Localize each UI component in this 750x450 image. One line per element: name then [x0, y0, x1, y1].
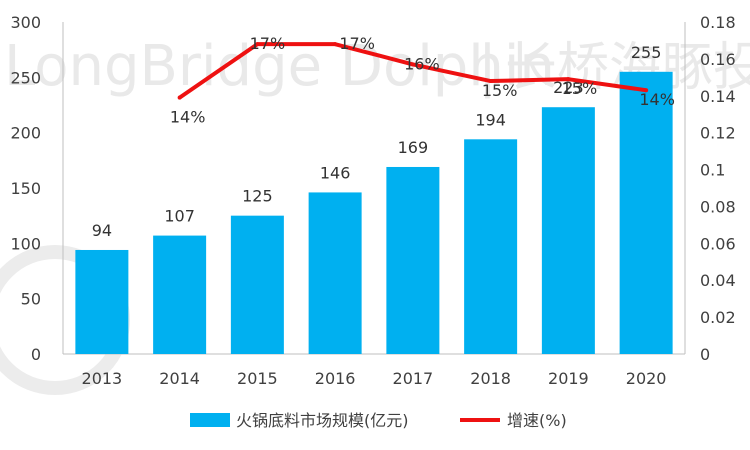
growth-point [177, 95, 182, 100]
legend-bar-swatch [190, 413, 230, 427]
x-axis-tick-label: 2015 [237, 369, 278, 388]
right-axis-ticks: 0 0.02 0.04 0.06 0.08 0.1 0.12 0.14 0.16 0.18 [700, 13, 736, 364]
x-axis-tick-label: 2019 [548, 369, 589, 388]
growth-value-label: 16% [404, 54, 440, 73]
bar [619, 71, 673, 355]
right-axis-tick-label: 0.02 [700, 308, 736, 327]
growth-value-label: 14% [639, 90, 675, 109]
x-axis-tick-label: 2017 [393, 369, 434, 388]
x-axis-tick-label: 2020 [626, 369, 667, 388]
x-axis-tick-label: 2018 [470, 369, 511, 388]
right-axis-tick-label: 0 [700, 345, 710, 364]
left-axis-tick-label: 200 [10, 124, 41, 143]
left-axis-tick-label: 250 [10, 68, 41, 87]
growth-point [566, 77, 571, 82]
growth-value-label: 15% [482, 81, 518, 100]
left-axis-tick-label: 50 [21, 290, 41, 309]
bar-value-label: 107 [164, 207, 195, 226]
left-axis-ticks: 0 50 100 150 200 250 300 [10, 13, 41, 364]
growth-point [333, 42, 338, 47]
bar-value-label: 194 [475, 110, 506, 129]
growth-point [488, 79, 493, 84]
bar-value-label: 169 [398, 138, 429, 157]
right-axis-tick-label: 0.12 [700, 124, 736, 143]
bar [386, 166, 440, 354]
right-axis-tick-label: 0.14 [700, 87, 736, 106]
x-axis-ticks: 2013 2014 2015 2016 2017 2018 2019 2020 [82, 369, 667, 388]
left-axis-tick-label: 300 [10, 13, 41, 32]
right-axis-tick-label: 0.06 [700, 234, 736, 253]
growth-value-label: 17% [339, 34, 375, 53]
bar-value-label: 255 [631, 43, 662, 62]
x-axis-tick-label: 2016 [315, 369, 356, 388]
growth-value-label: 17% [250, 34, 286, 53]
growth-point [255, 42, 260, 47]
legend: 火锅底料市场规模(亿元) 增速(%) [190, 411, 567, 430]
left-axis-tick-label: 150 [10, 179, 41, 198]
right-axis-tick-label: 0.16 [700, 50, 736, 69]
bar-value-label: 146 [320, 163, 351, 182]
bar-value-label: 125 [242, 187, 273, 206]
growth-point [644, 88, 649, 93]
growth-value-label: 14% [170, 108, 206, 127]
bar-value-label: 94 [92, 221, 112, 240]
growth-line-series [177, 42, 649, 100]
growth-value-label: 15% [562, 79, 598, 98]
bar [541, 107, 595, 354]
legend-bar-label: 火锅底料市场规模(亿元) [236, 411, 409, 430]
right-axis-tick-label: 0.08 [700, 197, 736, 216]
left-axis-tick-label: 100 [10, 234, 41, 253]
right-axis-tick-label: 0.1 [700, 161, 725, 180]
left-axis-tick-label: 0 [31, 345, 41, 364]
bar-value-label: 223 [553, 78, 584, 97]
bar [308, 192, 362, 354]
bar-data-labels: 94 107 125 146 169 194 223 255 [92, 43, 662, 240]
x-axis-tick-label: 2013 [82, 369, 123, 388]
bar [230, 215, 284, 354]
right-axis-tick-label: 0.04 [700, 271, 736, 290]
growth-data-labels: 14% 17% 17% 16% 15% 15% 14% [170, 34, 675, 126]
bar [75, 249, 129, 354]
legend-line-label: 增速(%) [507, 411, 567, 430]
bar [464, 139, 518, 354]
growth-point [410, 62, 415, 67]
right-axis-tick-label: 0.18 [700, 13, 736, 32]
bar-series [75, 71, 673, 355]
x-axis-tick-label: 2014 [159, 369, 200, 388]
bar [153, 235, 207, 354]
